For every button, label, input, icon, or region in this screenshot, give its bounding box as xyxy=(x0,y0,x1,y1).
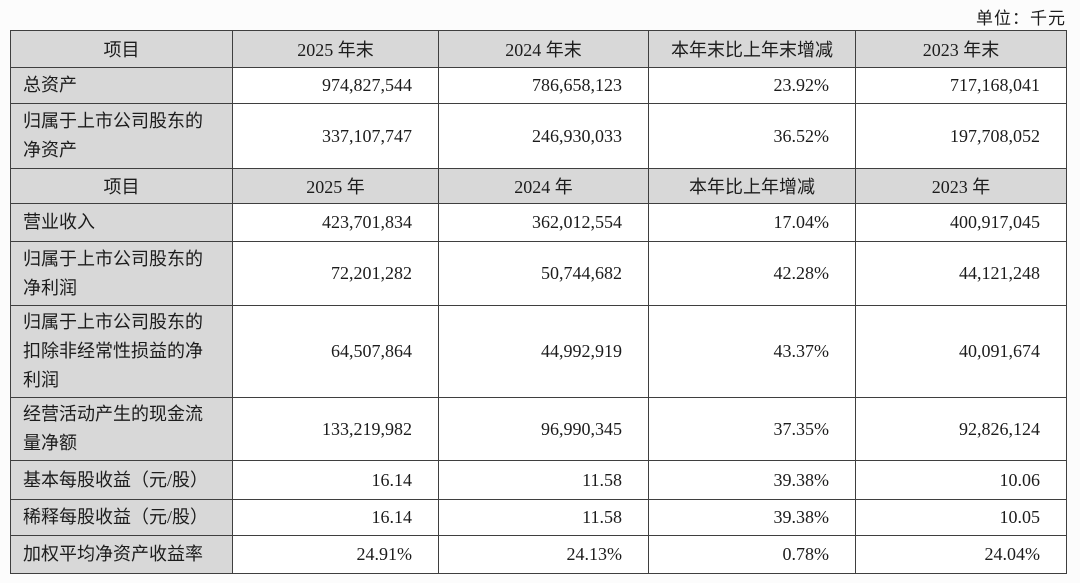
value-cell: 24.13% xyxy=(438,535,649,574)
header-cell-2023-year: 2023 年 xyxy=(855,168,1067,204)
table-row-net-profit: 归属于上市公司股东的净利润 72,201,282 50,744,682 42.2… xyxy=(10,241,1067,306)
header-cell-2025-yearend: 2025 年末 xyxy=(232,30,439,68)
value-cell: 92,826,124 xyxy=(855,397,1067,461)
row-label-cell: 归属于上市公司股东的扣除非经常性损益的净利润 xyxy=(10,305,233,398)
table-row-weighted-avg-roe: 加权平均净资产收益率 24.91% 24.13% 0.78% 24.04% xyxy=(10,535,1067,574)
table-header-row-income: 项目 2025 年 2024 年 本年比上年增减 2023 年 xyxy=(10,168,1067,204)
table-row-operating-cash-flow: 经营活动产生的现金流量净额 133,219,982 96,990,345 37.… xyxy=(10,397,1067,461)
value-cell: 337,107,747 xyxy=(232,103,439,169)
table-row-total-assets: 总资产 974,827,544 786,658,123 23.92% 717,1… xyxy=(10,67,1067,104)
value-cell: 974,827,544 xyxy=(232,67,439,104)
value-cell: 44,121,248 xyxy=(855,241,1067,306)
value-cell: 11.58 xyxy=(438,499,649,536)
header-cell-item: 项目 xyxy=(10,30,233,68)
value-cell: 197,708,052 xyxy=(855,103,1067,169)
value-cell: 17.04% xyxy=(648,203,856,242)
row-label-cell: 营业收入 xyxy=(10,203,233,242)
table-header-row-balance: 项目 2025 年末 2024 年末 本年末比上年末增减 2023 年末 xyxy=(10,30,1067,68)
table-row-net-profit-excl-nonrecurring: 归属于上市公司股东的扣除非经常性损益的净利润 64,507,864 44,992… xyxy=(10,305,1067,398)
unit-label: 单位：千元 xyxy=(976,9,1066,28)
value-cell: 11.58 xyxy=(438,460,649,500)
value-cell: 37.35% xyxy=(648,397,856,461)
header-cell-item: 项目 xyxy=(10,168,233,204)
value-cell: 16.14 xyxy=(232,499,439,536)
header-cell-2024-year: 2024 年 xyxy=(438,168,649,204)
row-label-cell: 总资产 xyxy=(10,67,233,104)
value-cell: 72,201,282 xyxy=(232,241,439,306)
value-cell: 23.92% xyxy=(648,67,856,104)
value-cell: 10.06 xyxy=(855,460,1067,500)
row-label-cell: 经营活动产生的现金流量净额 xyxy=(10,397,233,461)
header-cell-2024-yearend: 2024 年末 xyxy=(438,30,649,68)
row-label-cell: 加权平均净资产收益率 xyxy=(10,535,233,574)
header-cell-2025-year: 2025 年 xyxy=(232,168,439,204)
value-cell: 39.38% xyxy=(648,499,856,536)
value-cell: 43.37% xyxy=(648,305,856,398)
table-row-diluted-eps: 稀释每股收益（元/股） 16.14 11.58 39.38% 10.05 xyxy=(10,499,1067,536)
value-cell: 16.14 xyxy=(232,460,439,500)
value-cell: 44,992,919 xyxy=(438,305,649,398)
row-label-cell: 归属于上市公司股东的净利润 xyxy=(10,241,233,306)
value-cell: 423,701,834 xyxy=(232,203,439,242)
value-cell: 786,658,123 xyxy=(438,67,649,104)
value-cell: 133,219,982 xyxy=(232,397,439,461)
row-label-cell: 稀释每股收益（元/股） xyxy=(10,499,233,536)
value-cell: 362,012,554 xyxy=(438,203,649,242)
value-cell: 64,507,864 xyxy=(232,305,439,398)
value-cell: 40,091,674 xyxy=(855,305,1067,398)
value-cell: 96,990,345 xyxy=(438,397,649,461)
row-label-cell: 归属于上市公司股东的净资产 xyxy=(10,103,233,169)
value-cell: 42.28% xyxy=(648,241,856,306)
table-row-operating-revenue: 营业收入 423,701,834 362,012,554 17.04% 400,… xyxy=(10,203,1067,242)
value-cell: 39.38% xyxy=(648,460,856,500)
table-row-net-assets: 归属于上市公司股东的净资产 337,107,747 246,930,033 36… xyxy=(10,103,1067,169)
table-row-basic-eps: 基本每股收益（元/股） 16.14 11.58 39.38% 10.06 xyxy=(10,460,1067,500)
value-cell: 36.52% xyxy=(648,103,856,169)
header-cell-2023-yearend: 2023 年末 xyxy=(855,30,1067,68)
value-cell: 24.91% xyxy=(232,535,439,574)
value-cell: 24.04% xyxy=(855,535,1067,574)
value-cell: 717,168,041 xyxy=(855,67,1067,104)
value-cell: 50,744,682 xyxy=(438,241,649,306)
header-cell-yoy-change: 本年比上年增减 xyxy=(648,168,856,204)
value-cell: 400,917,045 xyxy=(855,203,1067,242)
financial-summary-table: 项目 2025 年末 2024 年末 本年末比上年末增减 2023 年末 总资产… xyxy=(10,30,1067,574)
header-cell-yoy-yearend-change: 本年末比上年末增减 xyxy=(648,30,856,68)
value-cell: 0.78% xyxy=(648,535,856,574)
value-cell: 246,930,033 xyxy=(438,103,649,169)
row-label-cell: 基本每股收益（元/股） xyxy=(10,460,233,500)
value-cell: 10.05 xyxy=(855,499,1067,536)
